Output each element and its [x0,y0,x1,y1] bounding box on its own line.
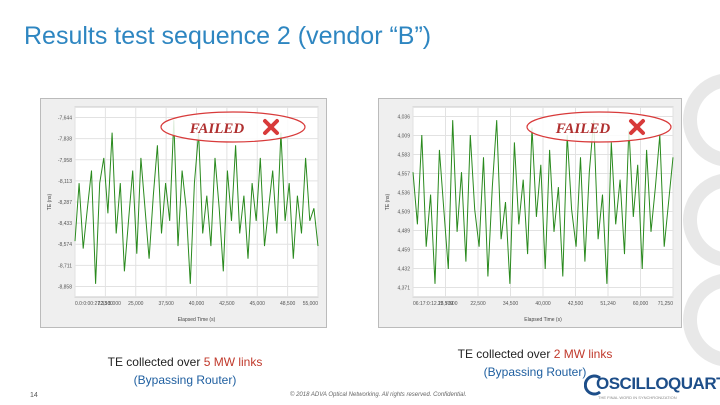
logo-swoosh-icon [584,374,601,396]
y-tick-label: 4,009 [397,134,410,140]
x-tick-label: 42,500 [219,301,235,307]
x-tick-label: 37,500 [158,301,174,307]
right-caption-router: (Bypassing Router) [483,365,587,379]
y-tick-label: 4,536 [397,191,410,197]
y-tick-label: -8,711 [58,263,72,269]
oscilloquartz-watermark [683,74,720,366]
y-tick-label: 4,583 [397,153,410,159]
te-series-line [74,120,319,284]
y-tick-label: 4,036 [397,115,410,121]
x-tick-label: 40,000 [535,301,551,307]
y-tick-label: -7,838 [58,137,72,143]
y-axis-label: TE (ns) [47,193,53,210]
failed-x-stroke [629,119,645,135]
logo-wordmark: OSCILLOQUARTZ [596,374,720,393]
y-tick-label: -8,433 [58,221,72,227]
x-tick-label: 22,500 [470,301,486,307]
y-tick-label: -8,574 [58,242,72,248]
y-axis-label: TE (ns) [385,193,391,210]
right-caption-prefix: TE collected over [457,347,554,361]
footer-copyright: © 2018 ADVA Optical Networking. All righ… [290,392,467,398]
failed-label: FAILED [189,121,245,137]
x-tick-label: 51,240 [600,301,616,307]
page-number: 14 [30,392,38,399]
y-tick-label: -8,287 [58,200,72,206]
x-axis-label: Elapsed Time (s) [178,317,216,323]
left-te-chart: -7,644 -7,838 -7,958 -8,113 -8,287 -8,433 -8,5… [47,106,319,323]
y-tick-label: 4,371 [397,286,410,292]
y-tick-label: 4,557 [397,172,410,178]
left-caption-prefix: TE collected over [107,355,204,369]
left-caption-router: (Bypassing Router) [133,373,237,387]
oscilloquartz-logo: OSCILLOQUARTZ THE FINAL WORD IN SYNCHRON… [584,374,720,404]
x-axis-label: Elapsed Time (s) [524,317,562,323]
y-tick-label: 4,489 [397,229,410,235]
slide-title: Results test sequence 2 (vendor “B”) [24,22,432,50]
x-tick-label: 71,250 [658,301,674,307]
y-tick-label: 4,459 [397,248,410,254]
y-tick-label: 4,432 [397,267,410,273]
x-tick-label: 48,500 [280,301,296,307]
y-tick-label: -7,644 [58,116,72,122]
left-caption-count: 5 MW links [203,355,263,369]
x-tick-label: 42,500 [568,301,584,307]
y-tick-label: -8,858 [58,284,72,290]
left-caption: TE collected over 5 MW links (Bypassing … [60,353,310,389]
y-tick-label: -7,958 [58,158,72,164]
x-tick-label: 22,500 [98,301,114,307]
y-tick-label: 4,509 [397,210,410,216]
x-tick-label: 60,000 [633,301,649,307]
x-tick-label: 45,000 [250,301,266,307]
x-tick-label: 40,000 [189,301,205,307]
x-tick-label: 55,000 [303,301,319,307]
x-tick-label: 12,500 [438,301,454,307]
right-caption-count: 2 MW links [553,347,613,361]
right-te-chart: 4,036 4,009 4,583 4,557 4,536 4,509 4,489 4,459… [385,106,674,323]
right-chart-panel: 4,036 4,009 4,583 4,557 4,536 4,509 4,489 4,459… [378,98,682,328]
right-caption: TE collected over 2 MW links (Bypassing … [410,345,660,381]
x-tick-label: 25,000 [128,301,144,307]
x-tick-label: 06:17:0:12.25 7.500 [413,301,458,307]
te-series-line [412,120,674,284]
failed-x-stroke [263,119,279,135]
logo-tagline: THE FINAL WORD IN SYNCHRONIZATION [598,395,677,400]
x-tick-label: 34,500 [503,301,519,307]
y-tick-label: -8,113 [58,179,72,185]
x-tick-label: 0.0:0:00:27.33 5.000 [75,301,121,307]
failed-label: FAILED [555,121,611,137]
left-chart-panel: -7,644 -7,838 -7,958 -8,113 -8,287 -8,433 -8,5… [40,98,327,328]
